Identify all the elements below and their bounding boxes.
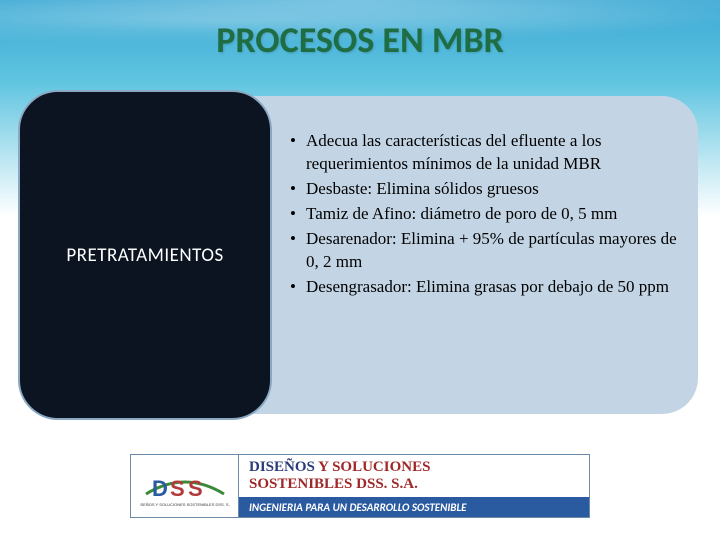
list-item: Desbaste: Elimina sólidos gruesos bbox=[290, 178, 680, 201]
list-item: Tamiz de Afino: diámetro de poro de 0, 5… bbox=[290, 203, 680, 226]
list-item: Desarenador: Elimina + 95% de partículas… bbox=[290, 228, 680, 274]
svg-text:S: S bbox=[170, 476, 185, 501]
footer-brand-a: DISEÑOS bbox=[249, 459, 318, 475]
content-panel: PRETRATAMIENTOS Adecua las característic… bbox=[22, 96, 698, 414]
svg-text:S: S bbox=[188, 476, 203, 501]
left-panel: PRETRATAMIENTOS bbox=[18, 90, 272, 420]
list-item: Adecua las características del efluente … bbox=[290, 130, 680, 176]
page-title: PROCESOS EN MBR bbox=[0, 0, 720, 62]
svg-text:DISEÑOS Y SOLUCIONES SOSTENIBL: DISEÑOS Y SOLUCIONES SOSTENIBLES DSS. S.… bbox=[140, 502, 230, 507]
bullet-list: Adecua las características del efluente … bbox=[290, 130, 680, 301]
footer-brand-line2: SOSTENIBLES DSS. S.A. bbox=[249, 476, 418, 492]
footer-text: DISEÑOS Y SOLUCIONES SOSTENIBLES DSS. S.… bbox=[239, 455, 589, 517]
footer-brand: DISEÑOS Y SOLUCIONES SOSTENIBLES DSS. S.… bbox=[239, 455, 589, 497]
footer-tagline: INGENIERIA PARA UN DESARROLLO SOSTENIBLE bbox=[239, 497, 589, 517]
footer: D S S DISEÑOS Y SOLUCIONES SOSTENIBLES D… bbox=[130, 454, 590, 518]
logo: D S S DISEÑOS Y SOLUCIONES SOSTENIBLES D… bbox=[131, 455, 239, 517]
list-item: Desengrasador: Elimina grasas por debajo… bbox=[290, 276, 680, 299]
footer-brand-b: Y SOLUCIONES bbox=[318, 459, 430, 475]
svg-text:D: D bbox=[152, 476, 168, 501]
logo-icon: D S S DISEÑOS Y SOLUCIONES SOSTENIBLES D… bbox=[140, 462, 230, 510]
left-panel-label: PRETRATAMIENTOS bbox=[66, 244, 223, 267]
